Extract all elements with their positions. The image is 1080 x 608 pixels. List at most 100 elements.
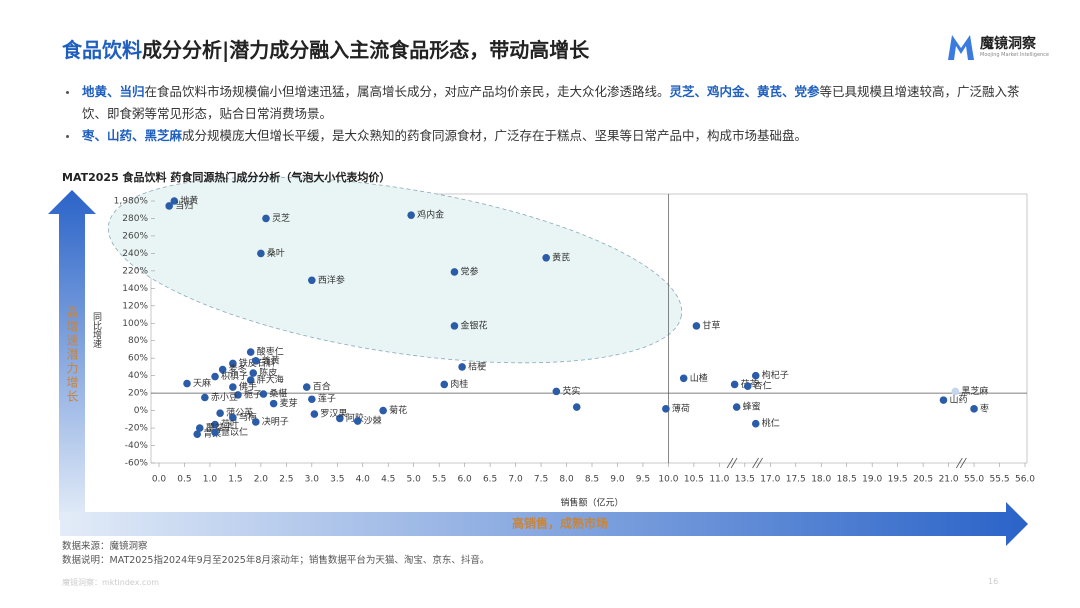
- point-label: 薄荷: [672, 402, 690, 414]
- bubble: [353, 417, 362, 425]
- bubble: [951, 387, 960, 396]
- x-arrow: [60, 502, 1028, 546]
- point-label: 枸杞子: [762, 369, 789, 381]
- y-tick-label: 0%: [134, 406, 149, 416]
- x-tick-label: 1.0: [203, 475, 218, 485]
- y-tick-label: 220%: [122, 266, 148, 276]
- point-label: 姜黄: [262, 354, 280, 366]
- point-label: 麦冬: [229, 363, 247, 375]
- logo-name: 魔镜洞察: [980, 35, 1036, 52]
- bubble: [234, 391, 242, 399]
- point-label: 山药: [949, 395, 967, 406]
- x-tick-label: 10.0: [658, 475, 678, 485]
- bubble: [195, 424, 204, 432]
- point-label: 黄芪: [552, 251, 570, 263]
- bubble: [269, 399, 278, 408]
- title-text: 成分分析|潜力成分融入主流食品形态，带动高增长: [142, 38, 590, 62]
- bubble: [246, 348, 255, 356]
- bubble: [262, 214, 270, 223]
- point-label: 党参: [460, 265, 478, 277]
- bullet-text: 成分规模庞大但增长平缓，是大众熟知的药食同源食材，广泛存在于糕点、坚果等日常产品…: [182, 128, 808, 143]
- x-tick-label: 0.5: [177, 475, 191, 485]
- y-tick-label: 260%: [122, 231, 148, 241]
- point-label: 麦芽: [280, 397, 298, 409]
- bubble: [249, 369, 258, 377]
- bubble: [216, 409, 224, 418]
- axis-break: [955, 457, 963, 469]
- point-label: 地黄: [180, 195, 198, 207]
- point-label: 枳椇子: [221, 370, 248, 382]
- y-tick-label: -40%: [125, 441, 149, 451]
- point-label: 山楂: [690, 372, 708, 384]
- x-tick-label: 7.5: [534, 475, 548, 485]
- y-arrow-label: 高增速潜力增长: [65, 305, 79, 404]
- bubble: [218, 365, 227, 374]
- y-tick-label: 120%: [122, 301, 148, 311]
- bubble: [193, 430, 202, 438]
- logo: 魔镜洞察 Moojing Market Intelligence: [946, 32, 1049, 62]
- y-tick-label: 80%: [128, 336, 148, 346]
- plot: -60% -40% -20% 0% 20% 40% 60% 80% 100% 120% 140% 22…: [114, 194, 1035, 485]
- bubble: [211, 428, 219, 437]
- bubble: [692, 322, 701, 330]
- point-label: 桑叶: [267, 248, 285, 259]
- x-tick-label: 19.0: [862, 475, 882, 485]
- bullet-list: 地黄、当归在食品饮料市场规模偏小但增速迅猛，属高增长成分，对应产品均价亲民，走大…: [62, 81, 1042, 147]
- point-label: 栀子: [244, 388, 262, 400]
- point-label: 莲子: [318, 393, 336, 405]
- x-tick-label: 3.5: [330, 475, 344, 485]
- y-tick-label: -20%: [125, 424, 149, 434]
- source-note: 数据来源：魔镜洞察: [62, 541, 148, 552]
- y-tick-label: -60%: [125, 459, 149, 469]
- bubble: [572, 403, 581, 411]
- bubble: [183, 379, 191, 388]
- bubble: [170, 197, 179, 205]
- point-label: 佛手: [239, 381, 257, 393]
- point-label: 荷叶: [221, 419, 239, 430]
- y-tick-label: 100%: [122, 319, 148, 329]
- x-tick-label: 9.0: [610, 475, 625, 485]
- bubble: [939, 396, 948, 404]
- x-tick-label: 1.5: [228, 475, 242, 485]
- bubble: [379, 406, 387, 415]
- point-label: 决明子: [262, 415, 289, 427]
- bubble: [450, 268, 459, 276]
- page-number: 16: [988, 577, 999, 586]
- y-tick-label: 280%: [122, 214, 148, 224]
- bubble: [450, 322, 459, 330]
- x-tick-label: 20.5: [913, 475, 933, 485]
- x-tick-label: 3.0: [305, 475, 320, 485]
- x-tick-label: 8.0: [559, 475, 574, 485]
- y-tick-label: 20%: [128, 389, 148, 399]
- bubble: [259, 390, 268, 398]
- x-tick-label: 19.5: [888, 475, 908, 485]
- bubble: [751, 419, 760, 428]
- bullet-highlight: 地黄、当归: [82, 84, 145, 99]
- bubble: [251, 418, 260, 426]
- bubble: [229, 359, 237, 368]
- x-tick-label: 7.0: [508, 475, 523, 485]
- x-tick-label: 21.0: [939, 475, 959, 485]
- axis-break: [726, 457, 734, 469]
- point-label: 天麻: [193, 377, 211, 389]
- title: 食品饮料成分分析|潜力成分融入主流食品形态，带动高增长: [62, 34, 589, 63]
- x-tick-label: 5.5: [432, 475, 446, 485]
- point-label: 罗汉果: [320, 409, 347, 420]
- bubble: [407, 211, 415, 219]
- description-note: 数据说明：MAT2025指2024年9月至2025年8月滚动年；销售数据平台为天…: [62, 555, 490, 566]
- x-tick-label: 4.5: [381, 475, 395, 485]
- bubble: [246, 376, 255, 384]
- point-label: 沙棘: [364, 416, 382, 427]
- x-tick-label: 13.5: [735, 475, 755, 485]
- point-label: 甘草: [702, 319, 720, 331]
- point-label: 金银花: [460, 319, 487, 331]
- bubble: [458, 363, 466, 371]
- point-label: 乌梅: [239, 411, 257, 423]
- x-tick-label: 11.0: [709, 475, 729, 485]
- bubble: [310, 410, 319, 418]
- point-label: 西洋参: [318, 274, 345, 286]
- y-tick-label: 1,980%: [114, 197, 149, 207]
- logo-subtitle: Moojing Market Intelligence: [980, 51, 1050, 58]
